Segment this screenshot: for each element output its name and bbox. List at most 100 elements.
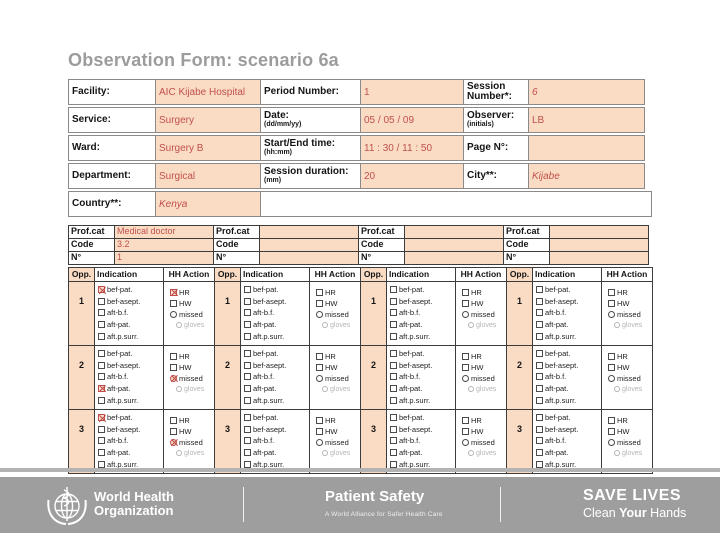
checkbox-icon [244,350,251,358]
grid-header-row: Opp. Indication HH Action [361,268,506,282]
form-session-value: 6 [528,79,645,105]
form-session-label: Session Number*: [463,79,529,105]
who-org-name: World Health Organization [94,490,174,518]
radio-icon [316,439,323,446]
action-label: missed [617,438,641,447]
opportunity-number: 2 [215,346,240,409]
grid-row: 1 bef-pat. bef-asept. aft-b.f. aft-pat. aft.p… [69,282,214,346]
profcat-group: Prof.cat Code N° [213,225,359,265]
form-observer-note: (initials) [467,121,494,129]
action-label: gloves [330,321,351,329]
indication-label: bef-pat. [253,413,279,423]
indication-option: aft-b.f. [536,371,601,383]
indication-option: bef-asept. [390,360,455,372]
profcat-n-value [549,251,649,265]
action-label: missed [471,374,495,383]
indication-option: aft-b.f. [244,307,309,319]
form-duration-label: Session duration: (mm) [260,163,361,189]
opp-header: Opp. [215,268,240,281]
radio-icon [614,450,620,456]
indication-label: bef-asept. [253,424,287,434]
action-option: HW [170,426,214,437]
checkbox-icon [536,361,543,369]
checkbox-icon [244,373,251,381]
indication-option: aft-b.f. [536,435,601,447]
page-title: Observation Form: scenario 6a [68,50,339,70]
indication-option: aft.p.surr. [390,330,455,342]
indication-option: aft-pat. [536,383,601,395]
checkbox-icon [244,297,251,305]
action-option: missed [462,437,506,448]
indication-header: Indication [386,268,455,281]
indication-label: bef-pat. [253,349,279,359]
indication-label: bef-pat. [545,349,571,359]
indication-label: aft.p.surr. [399,395,431,405]
indication-option: aft-pat. [98,319,163,331]
form-ward-label-text: Ward: [72,141,100,153]
profcat-n-value: 1 [114,251,214,265]
action-option: HW [316,298,360,309]
radio-icon [462,311,469,318]
action-option: missed [462,373,506,384]
opportunity-number: 1 [507,282,532,345]
profcat-code-label: Code [358,238,405,252]
profcat-row: N° 1 [68,251,214,265]
grid-group: Opp. Indication HH Action 1 bef-pat. bef-asep… [214,267,361,474]
indication-label: aft.p.surr. [399,459,431,469]
form-date-label: Date: (dd/mm/yy) [260,107,361,133]
checkbox-icon [244,286,251,294]
profcat-row: N° [503,251,649,265]
indication-label: aft-pat. [545,448,569,458]
checkbox-icon [536,332,543,340]
indication-label: bef-pat. [545,413,571,423]
indication-cell: bef-pat. bef-asept. aft-b.f. aft-pat. aft.p.… [532,410,601,473]
form-country-value: Kenya [155,191,261,217]
radio-icon [170,311,177,318]
checkbox-icon [98,321,105,329]
checked-checkbox-icon [98,286,105,294]
action-option: gloves [176,320,214,330]
form-facility-value: AIC Kijabe Hospital [155,79,261,105]
form-page-label-text: Page N°: [467,141,509,153]
indication-option: aft-pat. [98,383,163,395]
indication-label: aft.p.surr. [107,395,139,405]
action-option: gloves [614,448,652,458]
form-country-label: Country**: [68,191,156,217]
profcat-n-value [259,251,359,265]
checkbox-icon [390,449,397,457]
checkbox-icon [390,321,397,329]
indication-option: bef-asept. [536,424,601,436]
indication-label: bef-asept. [545,296,579,306]
checkbox-icon [462,353,469,360]
form-row: Service: Surgery Date: (dd/mm/yy) 05 / 05 / … [68,107,652,133]
checkbox-icon [244,332,251,340]
indication-label: aft.p.surr. [107,331,139,341]
hh-action-cell: HR HW missed gloves [163,410,214,473]
checkbox-icon [316,300,323,307]
action-label: HR [471,416,482,425]
indication-cell: bef-pat. bef-asept. aft-b.f. aft-pat. aft.p.… [386,282,455,345]
patient-safety-title: Patient Safety [325,488,425,505]
action-label: gloves [622,385,643,393]
action-label: HR [325,288,336,297]
action-label: missed [617,310,641,319]
indication-option: aft.p.surr. [98,394,163,406]
indication-label: bef-pat. [399,285,425,295]
action-label: HW [617,427,630,436]
indication-label: bef-asept. [399,296,433,306]
action-option: HR [462,351,506,362]
indication-label: aft-pat. [399,448,423,458]
indication-option: aft-pat. [244,447,309,459]
action-option: HW [170,362,214,373]
action-label: gloves [330,385,351,393]
clean-word: Clean [583,506,620,520]
indication-cell: bef-pat. bef-asept. aft-b.f. aft-pat. aft.p.… [532,282,601,345]
form-observer-label-text: Observer: [467,109,515,121]
action-option: missed [608,373,652,384]
indication-option: aft-b.f. [98,435,163,447]
checkbox-icon [98,437,105,445]
form-department-label: Department: [68,163,156,189]
profcat-cat-value [404,225,504,239]
grid-header-row: Opp. Indication HH Action [507,268,652,282]
indication-option: aft-pat. [244,319,309,331]
